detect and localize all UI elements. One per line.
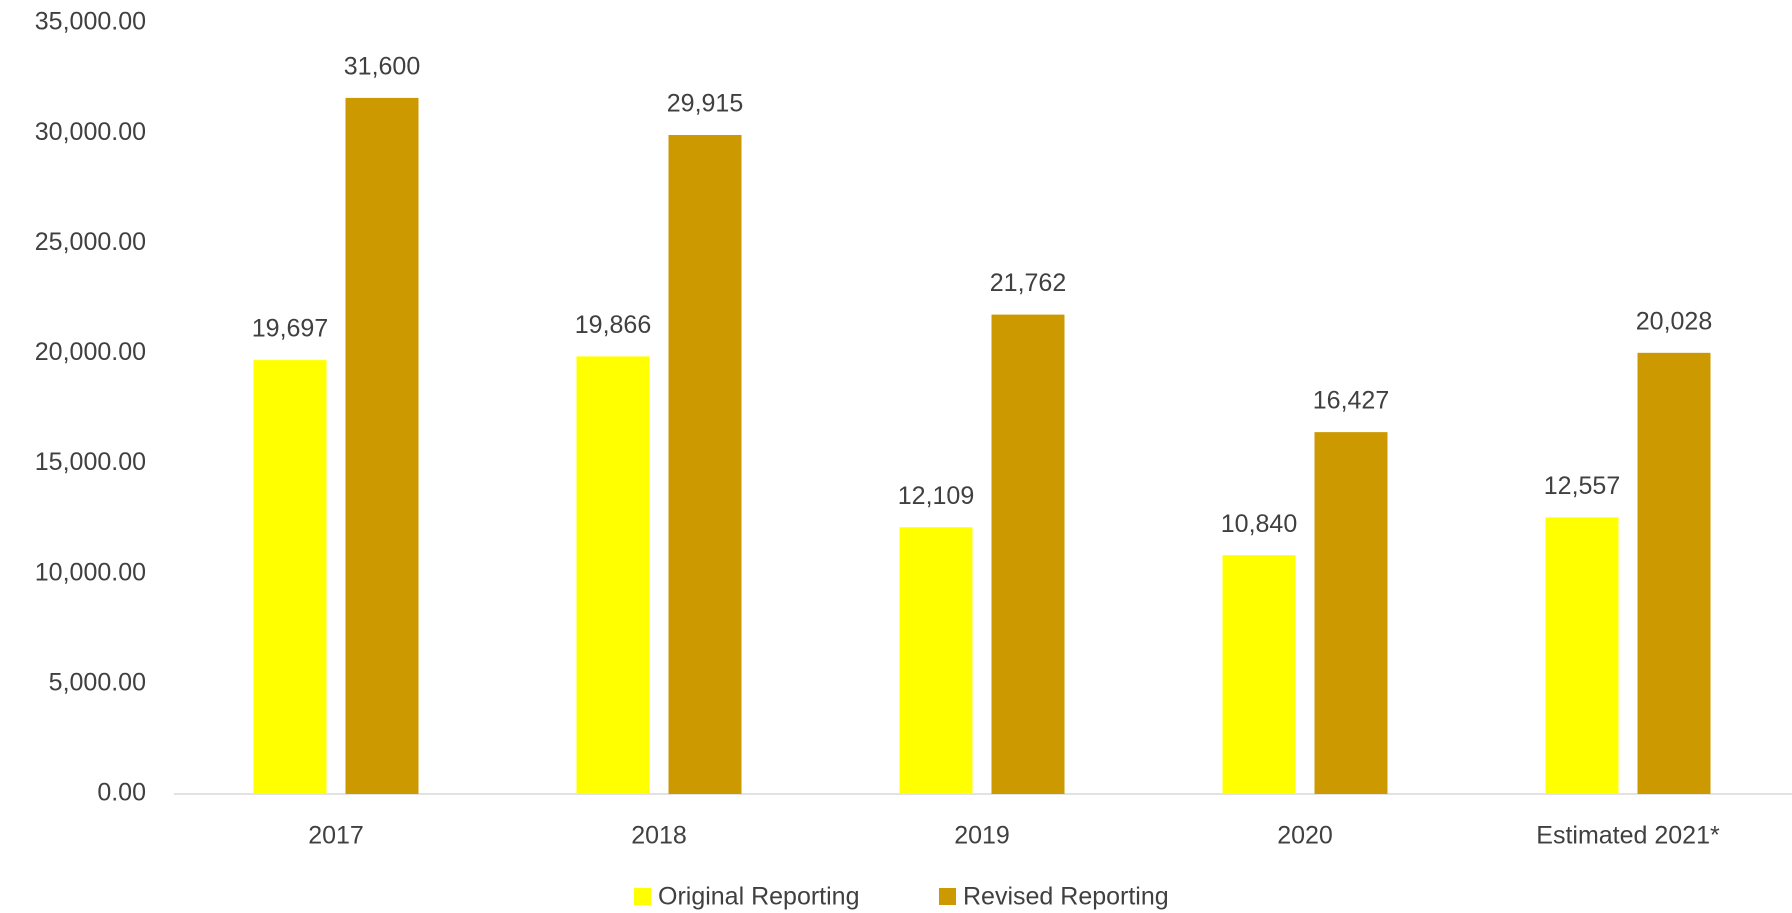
y-tick-label: 25,000.00: [35, 228, 146, 256]
data-label: 12,109: [898, 482, 974, 510]
y-tick-label: 10,000.00: [35, 558, 146, 586]
x-tick-label: 2018: [631, 822, 687, 850]
bar: [345, 97, 419, 794]
data-label: 19,866: [575, 311, 651, 339]
bar: [253, 360, 327, 794]
bar: [899, 527, 973, 794]
y-tick-label: 5,000.00: [49, 668, 146, 696]
y-tick-label: 30,000.00: [35, 118, 146, 146]
bar: [668, 135, 742, 795]
bar: [1637, 352, 1711, 794]
data-label: 21,762: [990, 269, 1066, 297]
legend-label: Revised Reporting: [963, 883, 1169, 911]
x-tick-label: Estimated 2021*: [1536, 822, 1720, 850]
data-label: 31,600: [344, 53, 420, 81]
bar: [1222, 555, 1296, 794]
x-tick-label: 2020: [1277, 822, 1333, 850]
bar: [576, 356, 650, 794]
data-label: 29,915: [667, 90, 743, 118]
y-tick-label: 20,000.00: [35, 338, 146, 366]
data-label: 16,427: [1313, 387, 1389, 415]
y-tick-label: 35,000.00: [35, 8, 146, 36]
data-label: 10,840: [1221, 510, 1297, 538]
data-label: 20,028: [1636, 307, 1712, 335]
legend-label: Original Reporting: [658, 883, 860, 911]
bar: [1545, 517, 1619, 794]
data-label: 12,557: [1544, 472, 1620, 500]
y-tick-label: 0.00: [97, 779, 146, 807]
y-tick-label: 15,000.00: [35, 448, 146, 476]
legend-swatch: [634, 888, 651, 905]
data-label: 19,697: [252, 315, 328, 343]
bar: [1314, 432, 1388, 794]
x-tick-label: 2019: [954, 822, 1010, 850]
legend-swatch: [939, 888, 956, 905]
bar: [991, 314, 1065, 794]
x-tick-label: 2017: [308, 822, 364, 850]
